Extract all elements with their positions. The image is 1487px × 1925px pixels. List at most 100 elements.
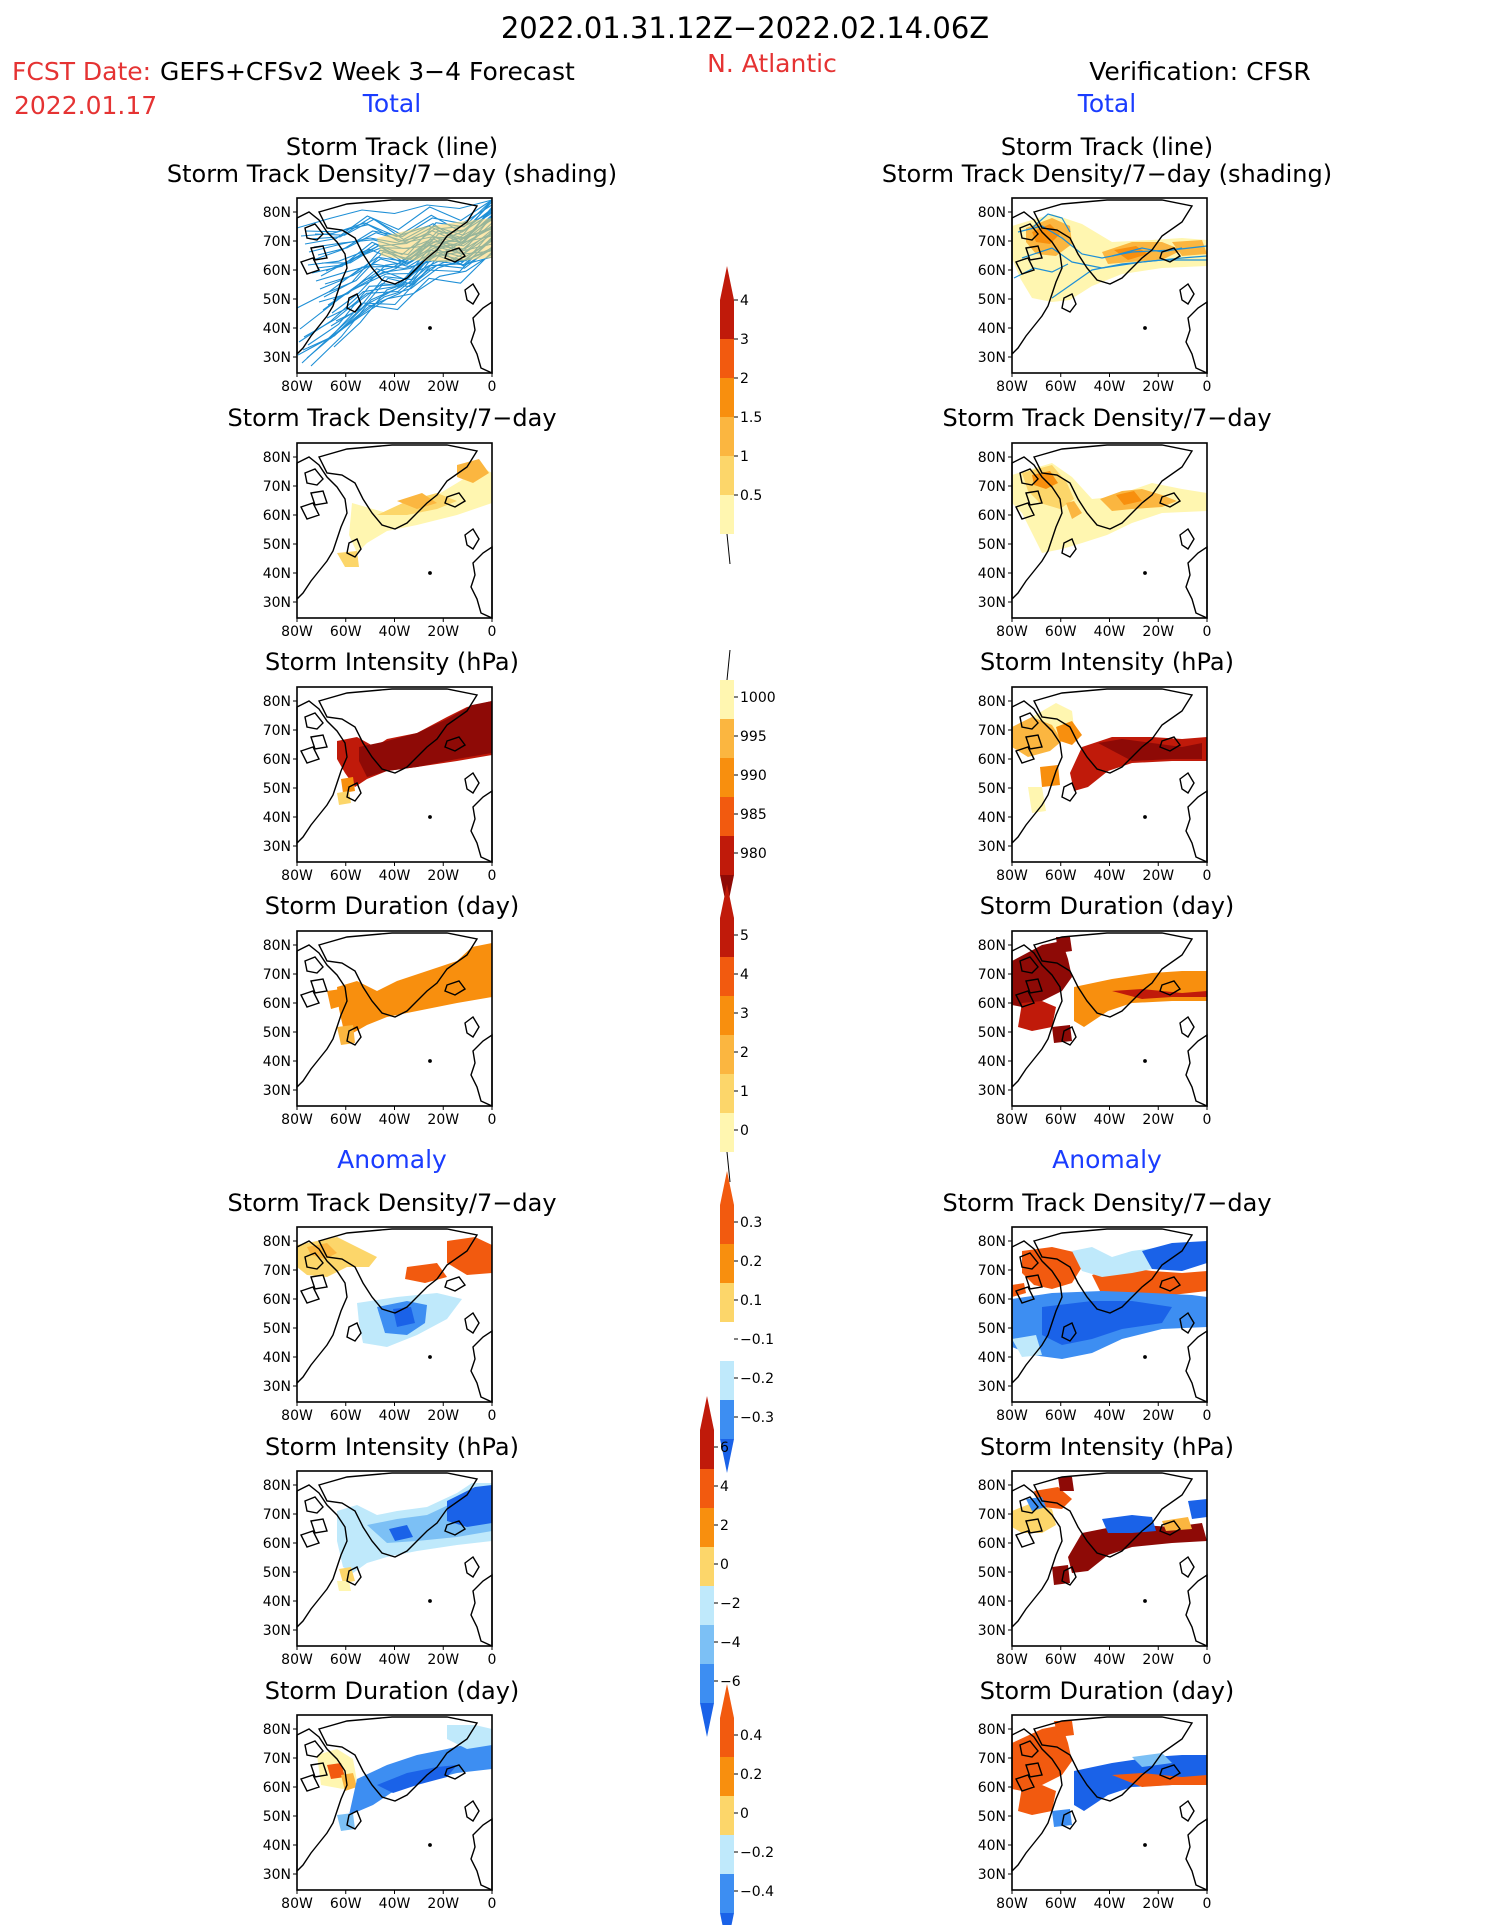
colorbar-tick-label: −2 — [720, 1596, 741, 1612]
lon-tick-label: 40W — [1094, 379, 1126, 395]
lat-tick-label: 60N — [978, 996, 1006, 1012]
colorbar-tick-label: 0 — [740, 1123, 749, 1139]
lat-tick-label: 60N — [263, 1780, 291, 1796]
colorbar-tick-label: 0.4 — [740, 1728, 762, 1744]
lat-tick-label: 40N — [263, 1054, 291, 1070]
lon-tick-label: 60W — [1045, 1112, 1077, 1128]
title-density-anom-right: Storm Track Density/7−day — [942, 1189, 1271, 1217]
verification-label: Verification: CFSR — [1089, 57, 1310, 86]
lat-tick-label: 30N — [978, 1867, 1006, 1883]
lon-tick-label: 20W — [1142, 379, 1174, 395]
lat-tick-label: 80N — [978, 938, 1006, 954]
lon-tick-label: 0 — [1203, 1112, 1212, 1128]
map-panel-duration_anom_fc: 80N 70N 60N 50N 40N 30N 80W 60W 40W 20W 0 — [263, 1714, 497, 1912]
lat-tick-label: 40N — [978, 1054, 1006, 1070]
lon-tick-label: 80W — [996, 379, 1028, 395]
colorbar-tick-label: 0.2 — [740, 1254, 762, 1270]
lat-tick-label: 60N — [263, 263, 291, 279]
lon-tick-label: 20W — [427, 1112, 459, 1128]
lon-tick-label: 40W — [1094, 868, 1126, 884]
lon-tick-label: 80W — [281, 1112, 313, 1128]
lat-tick-label: 50N — [978, 1321, 1006, 1337]
lat-tick-label: 70N — [978, 1263, 1006, 1279]
lon-tick-label: 0 — [1203, 868, 1212, 884]
colorbar-tick-label: 0 — [720, 1557, 729, 1573]
colorbar-density-total: 4 3 2 1.5 1 0.5 — [720, 266, 762, 565]
lat-tick-label: 50N — [978, 292, 1006, 308]
lat-tick-label: 80N — [263, 1478, 291, 1494]
lon-tick-label: 60W — [1045, 1896, 1077, 1912]
lat-tick-label: 40N — [978, 321, 1006, 337]
lat-tick-label: 40N — [263, 566, 291, 582]
lat-tick-label: 70N — [263, 1507, 291, 1523]
lat-tick-label: 30N — [263, 839, 291, 855]
lat-tick-label: 80N — [263, 694, 291, 710]
lat-tick-label: 30N — [978, 839, 1006, 855]
lon-tick-label: 20W — [1142, 1652, 1174, 1668]
lat-tick-label: 40N — [263, 1838, 291, 1854]
lat-tick-label: 70N — [978, 1507, 1006, 1523]
lon-tick-label: 20W — [1142, 868, 1174, 884]
lon-tick-label: 40W — [379, 1408, 411, 1424]
lat-tick-label: 80N — [978, 694, 1006, 710]
lon-tick-label: 20W — [427, 379, 459, 395]
title-duration-anom-right: Storm Duration (day) — [980, 1677, 1235, 1705]
colorbar-tick-label: 980 — [740, 846, 767, 862]
lat-tick-label: 50N — [263, 781, 291, 797]
lon-tick-label: 40W — [1094, 1112, 1126, 1128]
lon-tick-label: 80W — [996, 1408, 1028, 1424]
map-panel-density_anom_obs: 80N 70N 60N 50N 40N 30N 80W 60W 40W 20W 0 — [978, 1226, 1212, 1424]
colorbar-tick-label: 0.3 — [740, 1215, 762, 1231]
lon-tick-label: 40W — [1094, 1652, 1126, 1668]
colorbar-tick-label: 0.2 — [740, 1767, 762, 1783]
lat-tick-label: 30N — [263, 595, 291, 611]
lon-tick-label: 0 — [488, 1408, 497, 1424]
colorbar-tick-label: 3 — [740, 1006, 749, 1022]
title-duration-left: Storm Duration (day) — [265, 892, 520, 920]
colorbar-tick-label: 2 — [740, 1045, 749, 1061]
title-duration-anom-left: Storm Duration (day) — [265, 1677, 520, 1705]
lon-tick-label: 20W — [427, 868, 459, 884]
title-intensity-left: Storm Intensity (hPa) — [265, 648, 519, 676]
lon-tick-label: 0 — [488, 624, 497, 640]
lat-tick-label: 40N — [978, 1350, 1006, 1366]
lat-tick-label: 40N — [263, 321, 291, 337]
fcst-date-value: 2022.01.17 — [14, 91, 157, 120]
lon-tick-label: 80W — [281, 379, 313, 395]
colorbar-tick-label: −4 — [720, 1635, 741, 1651]
colorbar-tick-label: −6 — [720, 1674, 741, 1690]
lon-tick-label: 0 — [488, 1896, 497, 1912]
lon-tick-label: 60W — [330, 1408, 362, 1424]
lat-tick-label: 60N — [978, 1780, 1006, 1796]
lon-tick-label: 80W — [996, 1652, 1028, 1668]
map-panel-track_fc: 80N 70N 60N 50N 40N 30N 80W 60W 40W 20W 0 — [263, 197, 496, 395]
lat-tick-label: 30N — [978, 595, 1006, 611]
colorbar-tick-label: 4 — [740, 293, 749, 309]
lat-tick-label: 80N — [978, 205, 1006, 221]
lat-tick-label: 50N — [263, 1565, 291, 1581]
lat-tick-label: 30N — [263, 1623, 291, 1639]
title-density-right: Storm Track Density/7−day — [942, 404, 1271, 432]
lat-tick-label: 70N — [978, 234, 1006, 250]
lon-tick-label: 20W — [427, 1652, 459, 1668]
lon-tick-label: 60W — [330, 624, 362, 640]
lat-tick-label: 50N — [978, 1025, 1006, 1041]
lat-tick-label: 50N — [263, 1025, 291, 1041]
colorbar-tick-label: −0.2 — [740, 1845, 774, 1861]
lon-tick-label: 80W — [281, 624, 313, 640]
fcst-date-label: FCST Date: — [12, 57, 151, 86]
colorbar-tick-label: 1 — [740, 1084, 749, 1100]
lon-tick-label: 0 — [1203, 1896, 1212, 1912]
lat-tick-label: 50N — [978, 537, 1006, 553]
lon-tick-label: 0 — [1203, 1652, 1212, 1668]
colorbar-tick-label: 0.5 — [740, 488, 762, 504]
lat-tick-label: 80N — [263, 1234, 291, 1250]
colorbar-tick-label: −0.4 — [740, 1884, 774, 1900]
colorbar-tick-label: −0.2 — [740, 1371, 774, 1387]
lon-tick-label: 20W — [427, 1408, 459, 1424]
colorbar-tick-label: 985 — [740, 807, 767, 823]
region-label: N. Atlantic — [707, 49, 837, 78]
lon-tick-label: 0 — [1203, 1408, 1212, 1424]
lat-tick-label: 30N — [263, 1867, 291, 1883]
title-intensity-right: Storm Intensity (hPa) — [980, 648, 1234, 676]
